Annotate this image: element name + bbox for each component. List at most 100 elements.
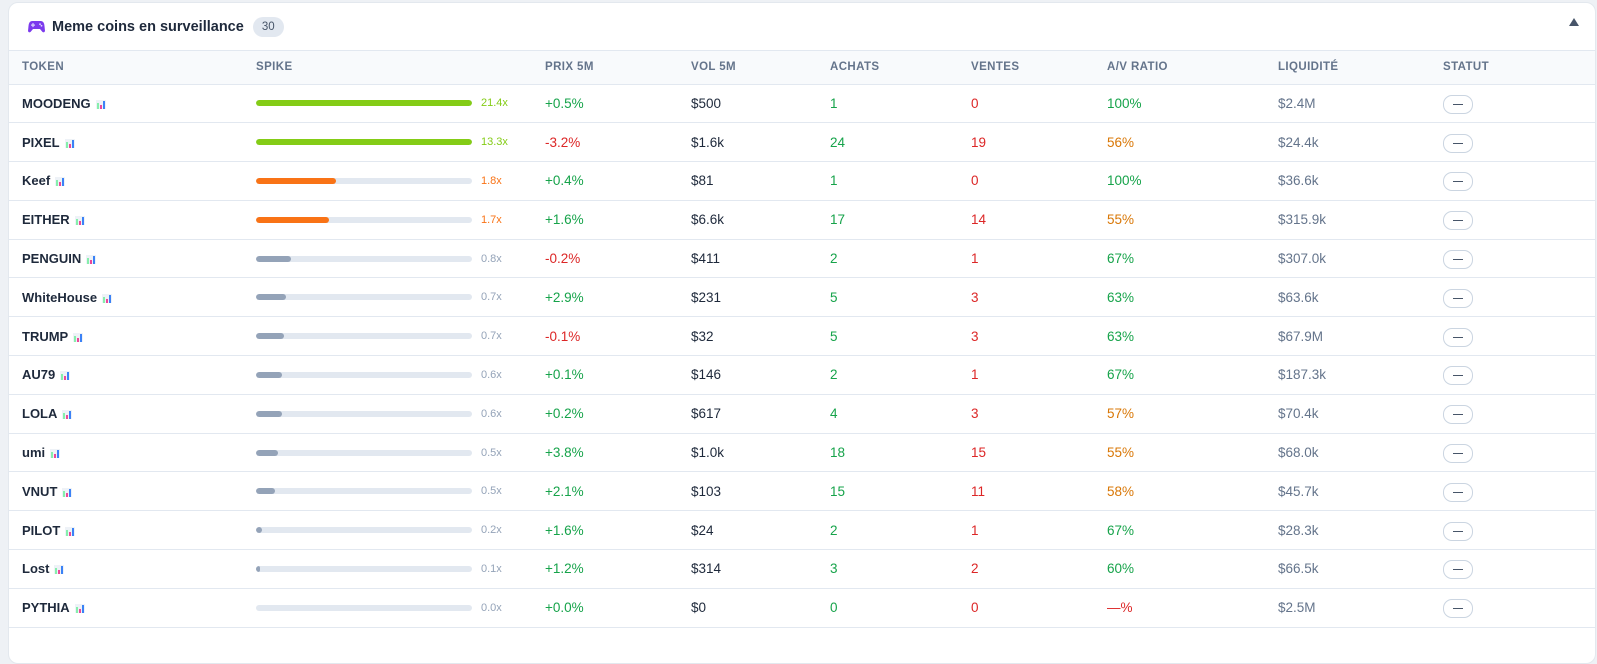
- buy-sell-ratio: 67%: [1107, 367, 1135, 383]
- bar-chart-icon[interactable]: [74, 216, 85, 226]
- status-toggle-button[interactable]: [1443, 599, 1473, 619]
- col-header-token[interactable]: TOKEN: [9, 51, 256, 85]
- spike-bar-fill: [256, 410, 282, 417]
- status-toggle-button[interactable]: [1443, 172, 1473, 192]
- status-cell: [1443, 550, 1595, 589]
- token-name[interactable]: PYTHIA: [22, 600, 70, 616]
- buys-count: 5: [830, 328, 838, 344]
- liquidity: $67.9M: [1278, 328, 1324, 344]
- token-name[interactable]: PIXEL: [22, 134, 60, 150]
- table-row[interactable]: LOLA 0.6x +0.2% $617 4 3 57% $70.4k: [9, 394, 1595, 434]
- status-toggle-button[interactable]: [1443, 211, 1473, 231]
- bar-chart-icon[interactable]: [62, 487, 73, 497]
- sells-count: 3: [971, 289, 979, 305]
- token-name[interactable]: TRUMP: [22, 328, 69, 344]
- panel-header[interactable]: Meme coins en surveillance 30: [9, 3, 1595, 51]
- buys-count: 2: [830, 367, 838, 383]
- price-5m: +1.6%: [545, 522, 584, 538]
- table-row[interactable]: MOODENG 21.4x +0.5% $500 1 0 100% $2.4M: [9, 84, 1595, 123]
- token-name[interactable]: PILOT: [22, 522, 61, 538]
- tokens-table: TOKEN SPIKE PRIX 5M VOL 5M ACHATS VENTES…: [9, 51, 1595, 628]
- table-row[interactable]: Lost 0.1x +1.2% $314 3 2 60% $66.5k: [9, 550, 1595, 589]
- col-header-volume[interactable]: VOL 5M: [691, 51, 830, 85]
- table-row[interactable]: VNUT 0.5x +2.1% $103 15 11 58% $45.7k: [9, 472, 1595, 511]
- triangle-up-icon[interactable]: [1569, 18, 1579, 26]
- bar-chart-icon[interactable]: [74, 604, 85, 614]
- status-toggle-button[interactable]: [1443, 327, 1473, 347]
- status-toggle-button[interactable]: [1443, 482, 1473, 502]
- bar-chart-icon[interactable]: [102, 293, 113, 303]
- bar-chart-icon[interactable]: [62, 410, 73, 420]
- status-toggle-button[interactable]: [1443, 560, 1473, 580]
- liquidity: $36.6k: [1278, 173, 1319, 189]
- table-row[interactable]: Keef 1.8x +0.4% $81 1 0 100% $36.6k: [9, 162, 1595, 201]
- spike-value: 0.6x: [481, 407, 502, 420]
- token-name[interactable]: AU79: [22, 367, 56, 383]
- spike-value: 1.7x: [481, 213, 502, 226]
- col-header-liquidity[interactable]: LIQUIDITÉ: [1278, 51, 1443, 85]
- table-row[interactable]: WhiteHouse 0.7x +2.9% $231 5 3 63% $63.6…: [9, 278, 1595, 317]
- status-toggle-button[interactable]: [1443, 366, 1473, 386]
- buys-count: 18: [830, 445, 846, 461]
- token-name[interactable]: LOLA: [22, 406, 58, 422]
- status-toggle-button[interactable]: [1443, 94, 1473, 114]
- liquidity: $63.6k: [1278, 289, 1319, 305]
- status-toggle-button[interactable]: [1443, 521, 1473, 541]
- table-header-row: TOKEN SPIKE PRIX 5M VOL 5M ACHATS VENTES…: [9, 51, 1595, 85]
- dash-icon: [1453, 569, 1463, 571]
- table-row[interactable]: TRUMP 0.7x -0.1% $32 5 3 63% $67.9M: [9, 317, 1595, 356]
- spike-bar-track: [256, 410, 472, 417]
- volume-5m: $146: [691, 367, 722, 383]
- token-cell: EITHER: [9, 200, 256, 239]
- token-name[interactable]: PENGUIN: [22, 251, 82, 267]
- col-header-spike[interactable]: SPIKE: [256, 51, 545, 85]
- bar-chart-icon[interactable]: [54, 565, 65, 575]
- bar-chart-icon[interactable]: [50, 449, 61, 459]
- table-row[interactable]: EITHER 1.7x +1.6% $6.6k 17 14 55% $315.9…: [9, 200, 1595, 240]
- price-5m: +0.2%: [545, 406, 584, 422]
- volume-5m: $314: [691, 561, 722, 577]
- table-row[interactable]: PYTHIA 0.0x +0.0% $0 0 0 —% $2.5M: [9, 588, 1595, 628]
- buy-sell-ratio: 67%: [1107, 251, 1135, 267]
- status-toggle-button[interactable]: [1443, 444, 1473, 464]
- dash-icon: [1453, 375, 1463, 377]
- bar-chart-icon[interactable]: [86, 255, 97, 265]
- price-5m: +2.1%: [545, 483, 584, 499]
- liquidity: $45.7k: [1278, 483, 1319, 499]
- status-toggle-button[interactable]: [1443, 405, 1473, 425]
- bar-chart-icon[interactable]: [65, 526, 76, 536]
- table-row[interactable]: PIXEL 13.3x -3.2% $1.6k 24 19 56% $24.4k: [9, 123, 1595, 162]
- col-header-status[interactable]: STATUT: [1443, 51, 1595, 85]
- col-header-price[interactable]: PRIX 5M: [545, 51, 691, 85]
- table-row[interactable]: AU79 0.6x +0.1% $146 2 1 67% $187.3k: [9, 356, 1595, 395]
- bar-chart-icon[interactable]: [73, 332, 84, 342]
- volume-5m: $617: [691, 406, 722, 422]
- token-name[interactable]: EITHER: [22, 212, 70, 228]
- col-header-sells[interactable]: VENTES: [971, 51, 1107, 85]
- col-header-ratio[interactable]: A/V RATIO: [1107, 51, 1278, 85]
- buys-count: 5: [830, 289, 838, 305]
- status-cell: [1443, 317, 1595, 356]
- token-name[interactable]: VNUT: [22, 483, 58, 499]
- token-name[interactable]: Lost: [22, 561, 50, 577]
- status-toggle-button[interactable]: [1443, 250, 1473, 270]
- bar-chart-icon[interactable]: [64, 138, 75, 148]
- bar-chart-icon[interactable]: [60, 371, 71, 381]
- dash-icon: [1453, 491, 1463, 493]
- token-name[interactable]: umi: [22, 445, 46, 461]
- token-name[interactable]: WhiteHouse: [22, 289, 98, 305]
- table-row[interactable]: PENGUIN 0.8x -0.2% $411 2 1 67% $307.0k: [9, 239, 1595, 278]
- token-cell: PENGUIN: [9, 239, 256, 278]
- spike-bar-track: [256, 488, 472, 495]
- col-header-buys[interactable]: ACHATS: [830, 51, 971, 85]
- count-badge: 30: [252, 16, 284, 37]
- token-name[interactable]: MOODENG: [22, 95, 91, 111]
- table-row[interactable]: PILOT 0.2x +1.6% $24 2 1 67% $28.3k: [9, 511, 1595, 550]
- status-toggle-button[interactable]: [1443, 133, 1473, 153]
- bar-chart-icon[interactable]: [55, 177, 66, 187]
- table-row[interactable]: umi 0.5x +3.8% $1.0k 18 15 55% $68.0k: [9, 433, 1595, 472]
- spike-bar-fill: [256, 294, 287, 301]
- token-name[interactable]: Keef: [22, 173, 51, 189]
- bar-chart-icon[interactable]: [95, 99, 106, 109]
- status-toggle-button[interactable]: [1443, 288, 1473, 308]
